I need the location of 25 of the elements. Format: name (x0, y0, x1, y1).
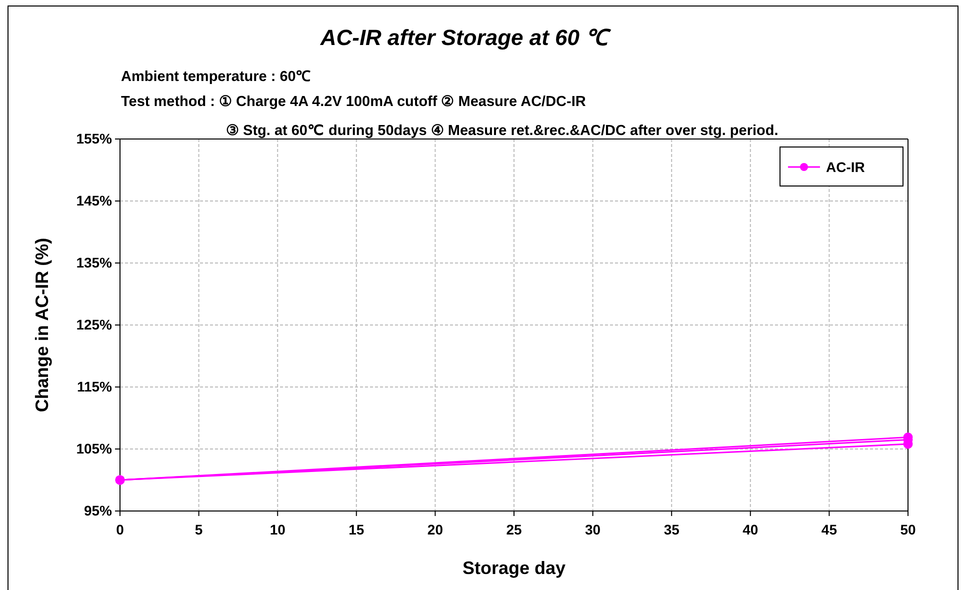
y-tick-label: 105% (76, 440, 113, 456)
x-tick-label: 10 (270, 521, 286, 538)
y-tick-label: 155% (76, 130, 113, 146)
x-tick-label: 5 (194, 521, 203, 538)
y-tick-label: 145% (76, 192, 113, 208)
x-tick-label: 45 (821, 521, 838, 538)
y-axis-title: Change in AC-IR (%) (32, 238, 52, 412)
chart-title: AC-IR after Storage at 60 ℃ (319, 25, 612, 50)
x-tick-label: 15 (348, 521, 364, 538)
x-tick-label: 35 (664, 521, 680, 538)
x-tick-label: 25 (506, 521, 522, 538)
x-tick-label: 50 (900, 521, 916, 538)
text: Test method : ① Charge 4A 4.2V 100mA cutoff ② Measure AC/DC-IR (121, 94, 586, 110)
text: Ambient temperature : 60℃ (121, 69, 311, 85)
y-tick-label: 95% (84, 502, 113, 518)
x-axis-title: Storage day (462, 558, 566, 578)
y-tick-label: 125% (76, 316, 113, 332)
annotation: ③ Stg. at 60℃ during 50days ④ Measure ret.&rec.&AC/DC after over stg. period. (226, 123, 778, 139)
x-tick-label: 30 (585, 521, 601, 538)
x-tick-label: 40 (742, 521, 758, 538)
x-tick-label: 20 (427, 521, 444, 538)
x-tick-label: 0 (116, 521, 124, 538)
y-tick-label: 135% (76, 254, 113, 270)
legend-label: AC-IR (826, 159, 865, 175)
y-tick-label: 115% (76, 378, 113, 394)
